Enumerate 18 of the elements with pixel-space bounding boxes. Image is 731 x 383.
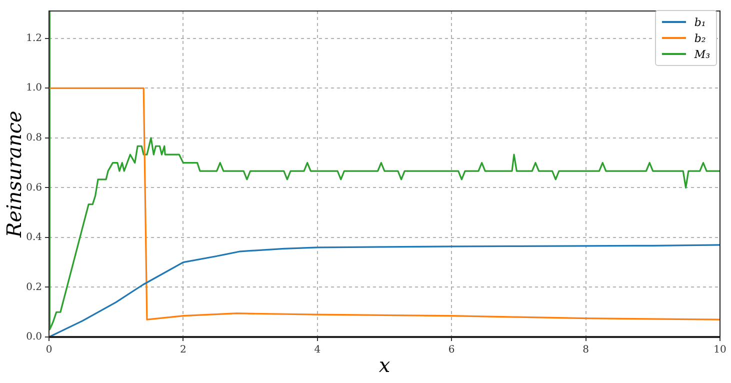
x-axis-title: x	[378, 353, 390, 378]
y-tick-label: 1.2	[26, 32, 42, 44]
x-tick-label: 0	[46, 344, 52, 356]
legend-label: M₃	[694, 48, 710, 60]
y-tick-label: 0.6	[26, 182, 42, 194]
legend-label: b₂	[694, 32, 706, 44]
y-tick-label: 0.2	[26, 282, 42, 293]
x-tick-label: 8	[582, 344, 589, 356]
y-tick-label: 0.8	[26, 132, 42, 144]
y-tick-label: 0.4	[26, 232, 42, 244]
y-tick-label: 0.0	[26, 332, 42, 343]
x-tick-label: 6	[448, 344, 455, 356]
y-axis-title: Reinsurance	[2, 110, 26, 238]
x-tick-label: 10	[714, 344, 726, 356]
x-tick-label: 4	[314, 344, 321, 356]
x-tick-label: 2	[180, 344, 186, 356]
y-tick-label: 1.0	[26, 82, 42, 94]
legend-label: b₁	[694, 16, 706, 28]
